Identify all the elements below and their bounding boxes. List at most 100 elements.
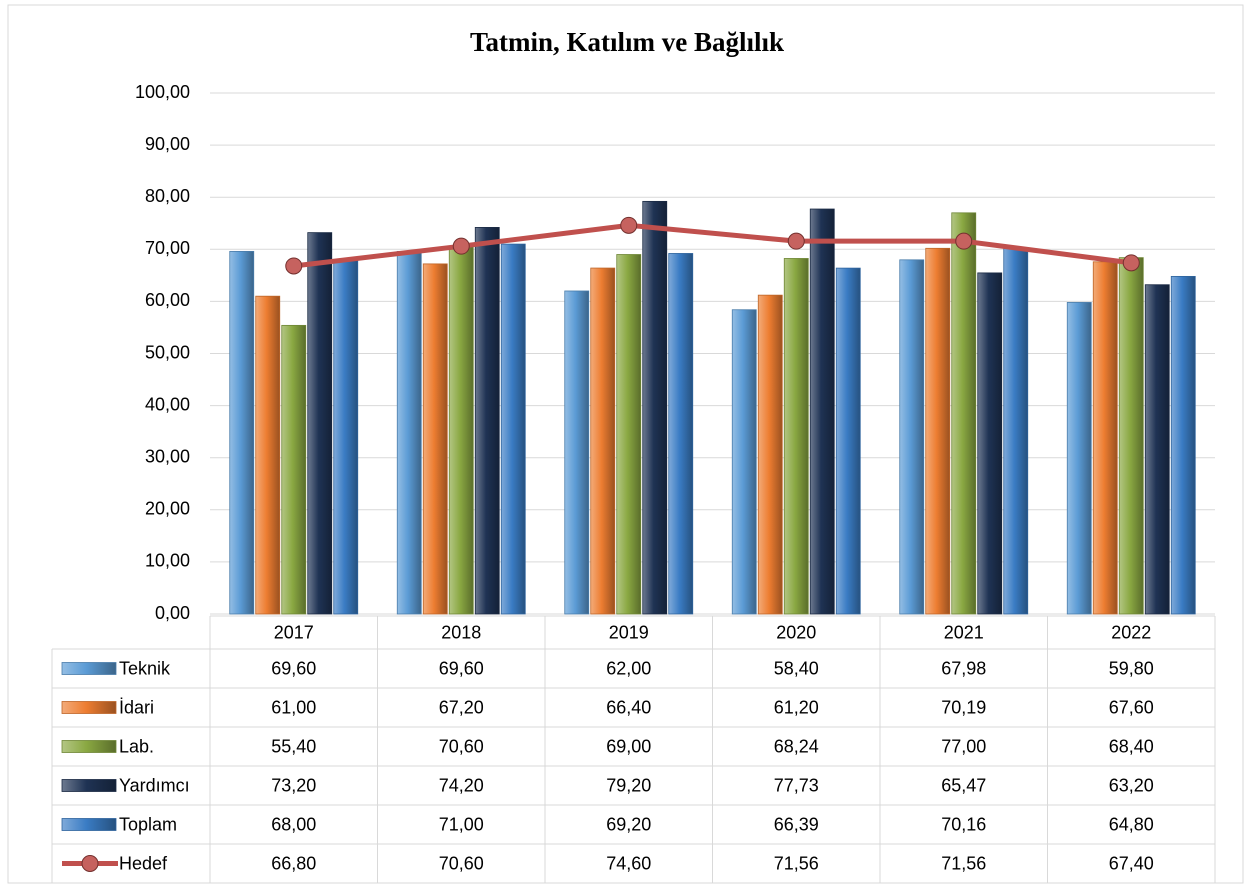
- table-value: 74,60: [606, 853, 651, 873]
- y-tick-label: 60,00: [145, 290, 190, 310]
- table-value: 63,20: [1109, 775, 1154, 795]
- table-value: 70,60: [439, 736, 484, 756]
- y-tick-label: 0,00: [155, 603, 190, 623]
- bar: [1118, 257, 1144, 615]
- bar: [396, 250, 422, 615]
- y-tick-label: 70,00: [145, 238, 190, 258]
- bar: [255, 295, 281, 615]
- bar: [307, 232, 333, 615]
- legend-label: Teknik: [119, 658, 171, 678]
- legend-label: İdari: [119, 697, 154, 717]
- legend-label: Hedef: [119, 853, 168, 873]
- bar: [616, 254, 642, 615]
- bar: [925, 247, 951, 615]
- table-value: 70,60: [439, 853, 484, 873]
- bar: [590, 267, 616, 615]
- bar: [564, 290, 590, 615]
- bar: [1092, 261, 1118, 615]
- legend-label: Toplam: [119, 814, 177, 834]
- legend-key: [61, 740, 117, 753]
- bar: [333, 259, 359, 615]
- legend-key: [61, 818, 117, 831]
- line-marker: [955, 232, 973, 250]
- bar: [500, 243, 526, 615]
- legend-label: Lab.: [119, 736, 154, 756]
- x-tick-label: 2020: [776, 622, 816, 642]
- bar: [422, 263, 448, 615]
- bar: [977, 272, 1003, 615]
- bar: [835, 267, 861, 615]
- x-tick-label: 2022: [1111, 622, 1151, 642]
- table-value: 66,80: [271, 853, 316, 873]
- bar: [809, 208, 835, 615]
- table-value: 69,60: [271, 658, 316, 678]
- table-value: 66,40: [606, 697, 651, 717]
- y-tick-label: 80,00: [145, 186, 190, 206]
- legend-label: Yardımcı: [119, 775, 190, 795]
- table-value: 64,80: [1109, 814, 1154, 834]
- y-tick-label: 100,00: [135, 82, 190, 102]
- y-tick-label: 40,00: [145, 394, 190, 414]
- bar: [668, 253, 694, 615]
- y-tick-label: 30,00: [145, 446, 190, 466]
- table-value: 55,40: [271, 736, 316, 756]
- table-value: 79,20: [606, 775, 651, 795]
- bar: [1144, 284, 1170, 615]
- table-value: 69,60: [439, 658, 484, 678]
- table-value: 67,60: [1109, 697, 1154, 717]
- x-tick-label: 2019: [609, 622, 649, 642]
- legend-key: [61, 662, 117, 675]
- table-value: 67,40: [1109, 853, 1154, 873]
- bar: [229, 250, 255, 615]
- line: [293, 222, 1132, 269]
- line-marker: [787, 232, 805, 250]
- legend-key: [61, 701, 117, 714]
- x-tick-label: 2018: [441, 622, 481, 642]
- bar: [281, 324, 307, 615]
- bar: [448, 245, 474, 615]
- bar: [757, 294, 783, 615]
- legend-key-marker: [81, 855, 99, 872]
- table-value: 70,16: [941, 814, 986, 834]
- table-value: 59,80: [1109, 658, 1154, 678]
- line-marker: [620, 216, 638, 234]
- table-value: 77,73: [774, 775, 819, 795]
- table-value: 62,00: [606, 658, 651, 678]
- table-value: 68,00: [271, 814, 316, 834]
- x-tick-label: 2021: [944, 622, 984, 642]
- table-value: 70,19: [941, 697, 986, 717]
- bar: [474, 227, 500, 615]
- table-value: 74,20: [439, 775, 484, 795]
- table-value: 68,24: [774, 736, 819, 756]
- bar: [642, 200, 668, 615]
- line-marker: [1122, 254, 1140, 272]
- table-value: 71,00: [439, 814, 484, 834]
- table-value: 61,20: [774, 697, 819, 717]
- table-value: 71,56: [774, 853, 819, 873]
- table-value: 69,20: [606, 814, 651, 834]
- table-value: 68,40: [1109, 736, 1154, 756]
- y-tick-label: 50,00: [145, 342, 190, 362]
- table-value: 73,20: [271, 775, 316, 795]
- bar: [951, 212, 977, 615]
- table-value: 71,56: [941, 853, 986, 873]
- table-value: 67,98: [941, 658, 986, 678]
- table-value: 65,47: [941, 775, 986, 795]
- table-value: 77,00: [941, 736, 986, 756]
- chart-title: Tatmin, Katılım ve Bağlılık: [470, 27, 784, 57]
- table-value: 66,39: [774, 814, 819, 834]
- bar: [1170, 275, 1196, 615]
- bar: [783, 258, 809, 615]
- line-marker: [452, 237, 470, 255]
- bar: [731, 309, 757, 615]
- y-tick-label: 10,00: [145, 551, 190, 571]
- bar: [1066, 302, 1092, 615]
- bar: [1003, 248, 1029, 615]
- legend-key: [61, 779, 117, 792]
- y-tick-label: 90,00: [145, 134, 190, 154]
- table-value: 58,40: [774, 658, 819, 678]
- line-marker: [285, 257, 303, 275]
- table-value: 69,00: [606, 736, 651, 756]
- y-tick-label: 20,00: [145, 499, 190, 519]
